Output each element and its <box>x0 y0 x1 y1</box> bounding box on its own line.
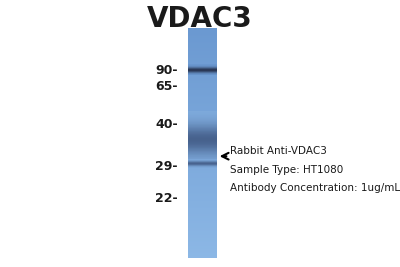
Text: Rabbit Anti-VDAC3: Rabbit Anti-VDAC3 <box>230 146 327 156</box>
Text: 65-: 65- <box>155 80 178 93</box>
Text: VDAC3: VDAC3 <box>147 5 253 33</box>
Text: Antibody Concentration: 1ug/mL: Antibody Concentration: 1ug/mL <box>230 183 400 193</box>
Text: 22-: 22- <box>155 193 178 205</box>
Text: Sample Type: HT1080: Sample Type: HT1080 <box>230 164 343 175</box>
Text: 40-: 40- <box>155 118 178 131</box>
Text: 29-: 29- <box>155 160 178 173</box>
Text: 90-: 90- <box>155 64 178 77</box>
